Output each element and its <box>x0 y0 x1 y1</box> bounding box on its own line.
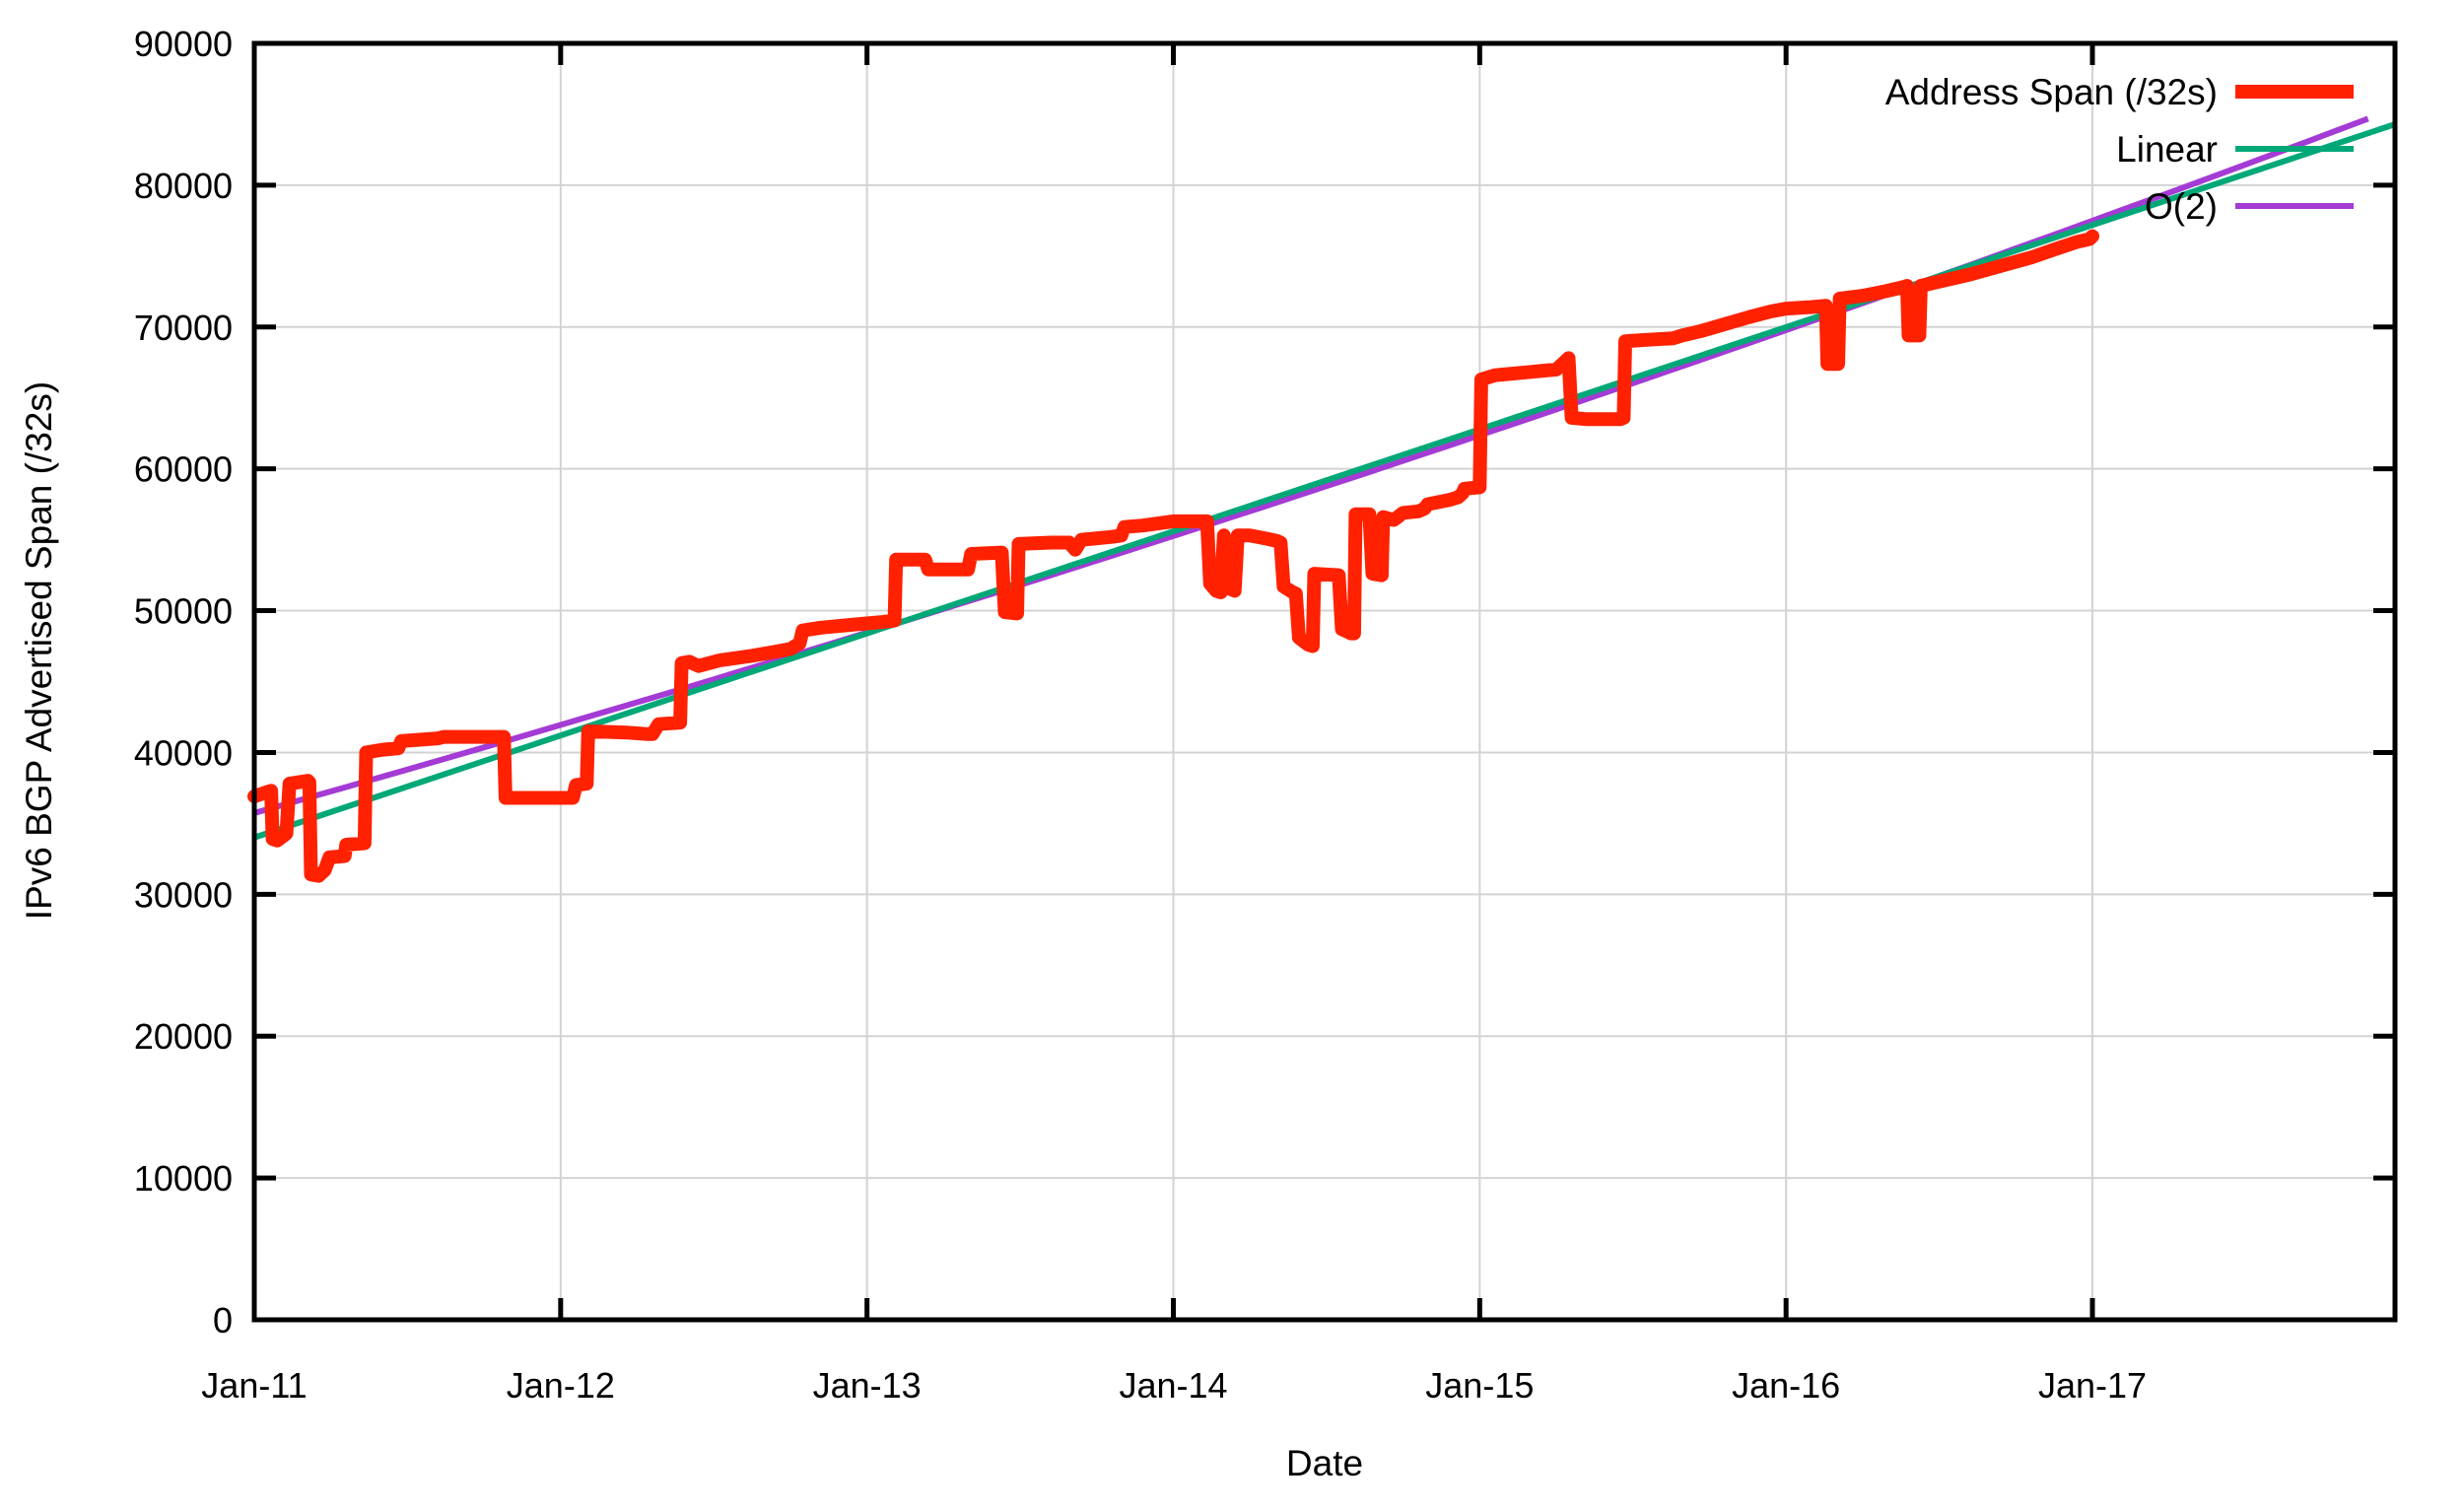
y-tick-label: 60000 <box>134 449 233 490</box>
legend: Address Span (/32s) Linear O(2) <box>1885 72 2354 227</box>
y-tick-label: 20000 <box>134 1016 233 1057</box>
axis-layer <box>251 40 2398 1323</box>
series-linear-line <box>253 121 2397 841</box>
series-layer <box>247 115 2397 883</box>
x-tick-label: Jan-16 <box>1732 1365 1840 1406</box>
grid-layer <box>254 43 2395 1320</box>
x-tick-label: Jan-14 <box>1119 1365 1227 1406</box>
series-address-span-line <box>247 229 2099 883</box>
x-tick-label: Jan-13 <box>813 1365 922 1406</box>
legend-row: O(2) <box>2145 186 2354 227</box>
legend-label-address_span: Address Span (/32s) <box>1885 72 2218 112</box>
x-tick-label: Jan-11 <box>201 1365 307 1406</box>
x-tick-label: Jan-17 <box>2038 1365 2147 1406</box>
y-tick-label: 40000 <box>134 732 233 773</box>
y-tick-label: 80000 <box>134 166 233 206</box>
legend-row: Address Span (/32s) <box>1885 72 2354 112</box>
tick-label-layer: Jan-11 Jan-12 Jan-13 Jan-14 Jan-15 Jan-16 Jan-… <box>134 24 2147 1406</box>
y-tick-label: 90000 <box>134 24 233 64</box>
legend-label-linear: Linear <box>2116 129 2218 170</box>
y-tick-label: 50000 <box>134 591 233 632</box>
series-o2-line <box>253 115 2369 816</box>
y-tick-label: 0 <box>213 1300 233 1340</box>
legend-row: Linear <box>2116 129 2354 170</box>
y-tick-label: 70000 <box>134 308 233 348</box>
y-tick-label: 10000 <box>134 1158 233 1199</box>
y-tick-label: 30000 <box>134 874 233 915</box>
x-axis-title: Date <box>1286 1443 1363 1483</box>
x-tick-label: Jan-12 <box>507 1365 615 1406</box>
y-axis-title: IPv6 BGP Advertised Span (/32s) <box>19 381 59 920</box>
x-tick-label: Jan-15 <box>1425 1365 1534 1406</box>
legend-label-o2: O(2) <box>2145 186 2218 227</box>
plot-border <box>251 40 2398 1323</box>
